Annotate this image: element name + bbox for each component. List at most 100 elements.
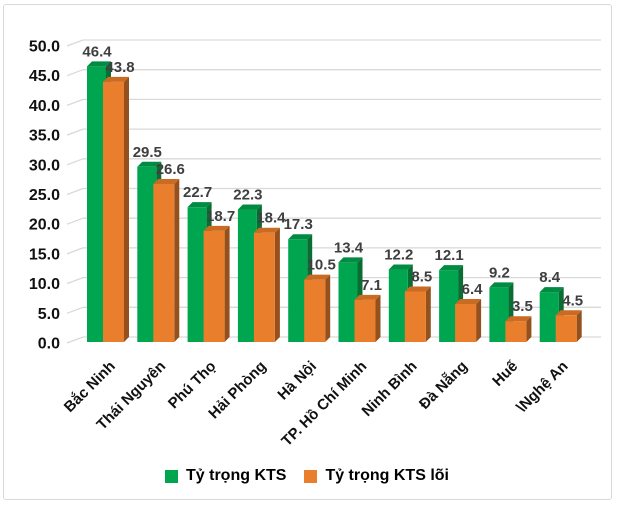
bar-top	[354, 294, 381, 300]
bar-top	[455, 298, 482, 304]
bar-Tỷ trọng KTS-Hải Phòng[interactable]	[237, 209, 257, 342]
gridline-depth	[66, 39, 84, 47]
bar-top	[505, 316, 532, 322]
bar-Tỷ trọng KTS lõi-Ninh Bình[interactable]	[404, 291, 426, 342]
category-label-10: \Nghệ An	[513, 358, 571, 416]
bar-top	[203, 225, 230, 231]
legend-item-kts-loi[interactable]: Tỷ trọng KTS lõi	[304, 467, 449, 485]
bar-Tỷ trọng KTS-Thái Nguyên[interactable]	[137, 166, 157, 342]
legend-swatch-kts-icon	[165, 469, 178, 483]
value-label: 8.5	[411, 269, 432, 286]
legend-label-kts: Tỷ trọng KTS	[186, 467, 287, 484]
bar-Tỷ trọng KTS lõi-Phú Thọ[interactable]	[203, 230, 225, 342]
bar-top	[103, 76, 129, 82]
bar-top	[489, 282, 514, 288]
legend-item-kts[interactable]: Tỷ trọng KTS	[165, 467, 286, 485]
bar-side	[425, 286, 431, 342]
gridline-depth	[66, 128, 84, 136]
gridline-depth	[66, 336, 84, 344]
bar-Tỷ trọng KTS-Hà Nội[interactable]	[288, 239, 308, 342]
bar-Tỷ trọng KTS lõi-Hải Phòng[interactable]	[253, 232, 275, 342]
y-tick-label: 10.0	[29, 276, 60, 293]
value-label: 4.5	[562, 292, 583, 309]
value-label: 8.4	[539, 269, 561, 286]
value-label: 46.4	[82, 43, 112, 60]
value-label: 12.2	[384, 247, 413, 264]
bar-chart-plot: 0.0 5.0 10.0 15.0 20.0 25.0 30.0 35.0 40.0 45.0 50…	[29, 39, 601, 450]
value-label: 9.2	[489, 264, 510, 281]
value-label: 18.4	[256, 210, 286, 227]
bar-Tỷ trọng KTS-TP. Hồ Chí Minh[interactable]	[338, 262, 358, 342]
bar-Tỷ trọng KTS lõi-Đà Nẵng[interactable]	[455, 303, 477, 342]
bar-Tỷ trọng KTS-Phú Thọ[interactable]	[187, 207, 207, 342]
bar-top	[253, 227, 280, 233]
bar-top	[388, 264, 413, 270]
y-tick-label: 40.0	[29, 98, 60, 115]
bar-side	[526, 316, 532, 342]
gridline-depth	[66, 306, 84, 314]
gridline-depth	[66, 98, 84, 107]
bar-top	[338, 257, 363, 263]
gridline-depth	[66, 276, 84, 285]
chart-card: 0.0 5.0 10.0 15.0 20.0 25.0 30.0 35.0 40.0 45.0 50…	[3, 4, 612, 500]
bar-top	[237, 204, 262, 210]
y-tick-label: 5.0	[38, 306, 60, 323]
bar-Tỷ trọng KTS lõi-Bắc Ninh[interactable]	[103, 81, 124, 342]
bar-Tỷ trọng KTS-\Nghệ An[interactable]	[539, 292, 559, 342]
legend-label-kts-loi: Tỷ trọng KTS lõi	[325, 467, 449, 484]
bar-side	[375, 294, 381, 342]
bar-top	[153, 178, 180, 184]
value-label: 17.3	[284, 216, 313, 233]
chart-legend: Tỷ trọng KTS Tỷ trọng KTS lõi	[4, 467, 610, 485]
bar-Tỷ trọng KTS lõi-Thái Nguyên[interactable]	[153, 183, 175, 342]
y-tick-label: 20.0	[29, 217, 60, 234]
bar-top	[288, 234, 313, 240]
bar-side	[325, 274, 331, 342]
category-label-9: Huế	[489, 357, 522, 390]
bar-side	[224, 225, 230, 342]
bar-Tỷ trọng KTS lõi-Hà Nội[interactable]	[304, 279, 326, 342]
bar-Tỷ trọng KTS-Đà Nẵng[interactable]	[439, 270, 459, 342]
bar-Tỷ trọng KTS-Ninh Bình[interactable]	[388, 269, 408, 342]
legend-swatch-kts-loi-icon	[304, 469, 318, 483]
bar-side	[124, 76, 129, 342]
category-label-5: Hà Nội	[274, 358, 320, 404]
category-label-8: Đà Nẵng	[416, 358, 471, 413]
bar-Tỷ trọng KTS-Bắc Ninh[interactable]	[87, 66, 106, 342]
value-label: 43.8	[105, 59, 134, 76]
value-label: 22.3	[233, 187, 262, 204]
bar-side	[576, 310, 582, 342]
bar-side	[476, 298, 482, 342]
value-label: 6.4	[462, 281, 484, 298]
category-label-6: TP. Hồ Chí Minh	[278, 358, 370, 450]
gridline-depth	[66, 187, 84, 196]
bar-top	[137, 161, 162, 167]
bar-top	[439, 265, 464, 271]
value-label: 18.7	[206, 208, 235, 225]
gridline-depth	[66, 247, 84, 255]
y-tick-label: 25.0	[29, 187, 60, 204]
y-tick-label: 45.0	[29, 68, 60, 85]
bar-top	[87, 61, 111, 67]
bar-top	[304, 274, 331, 280]
bar-top	[187, 202, 212, 208]
bar-top	[404, 286, 431, 292]
bar-side	[274, 227, 280, 342]
bar-top	[555, 310, 582, 316]
y-tick-label: 35.0	[29, 128, 60, 145]
bar-Tỷ trọng KTS-Huế[interactable]	[489, 287, 509, 342]
gridline-depth	[66, 69, 84, 77]
y-tick-label: 30.0	[29, 157, 60, 174]
bar-Tỷ trọng KTS lõi-\Nghệ An[interactable]	[555, 315, 577, 342]
value-label: 7.1	[361, 277, 382, 294]
value-label: 12.1	[434, 247, 463, 264]
y-tick-label: 15.0	[29, 246, 60, 263]
value-label: 10.5	[307, 257, 336, 274]
value-label: 3.5	[512, 298, 533, 315]
y-tick-label: 0.0	[38, 336, 60, 353]
bar-Tỷ trọng KTS lõi-TP. Hồ Chí Minh[interactable]	[354, 299, 376, 342]
bar-Tỷ trọng KTS lõi-Huế[interactable]	[505, 321, 527, 342]
bar-top	[539, 287, 564, 293]
value-label: 22.7	[183, 184, 212, 201]
category-label-7: Ninh Bình	[359, 358, 421, 420]
